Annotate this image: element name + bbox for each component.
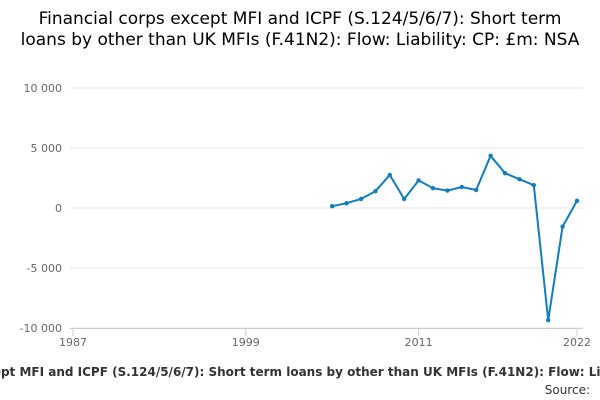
line (331, 153, 578, 321)
y-tick-label: -5 000 (27, 262, 62, 275)
point (474, 187, 479, 193)
source: Source: (545, 383, 590, 397)
point (445, 188, 450, 193)
point (459, 184, 464, 190)
point (574, 198, 580, 203)
x-tick-label: 2011 (405, 336, 433, 349)
point (488, 153, 493, 158)
point (517, 177, 522, 182)
point (546, 318, 551, 323)
point (373, 189, 378, 194)
y-tick-label: 5 000 (31, 142, 63, 155)
y-tick-label: 0 (55, 202, 62, 215)
x-tick-label: 2022 (563, 336, 591, 349)
point (502, 171, 508, 176)
point (358, 196, 364, 202)
point (430, 186, 436, 191)
point (416, 178, 421, 183)
point (344, 201, 349, 206)
y-tick-label: 10 000 (24, 82, 63, 95)
point (531, 183, 536, 188)
x-tick-label: 1999 (232, 336, 260, 349)
x-axis-label: Financial corps except MFI and ICPF (S.1… (0, 365, 600, 379)
y-tick-label: -10 000 (20, 322, 62, 335)
x-tick-label: 1987 (59, 336, 87, 349)
point (402, 196, 407, 202)
point (387, 172, 392, 178)
point (560, 224, 565, 229)
point (330, 204, 335, 209)
chart-title: Financial corps except MFI and ICPF (S.1… (21, 9, 580, 50)
